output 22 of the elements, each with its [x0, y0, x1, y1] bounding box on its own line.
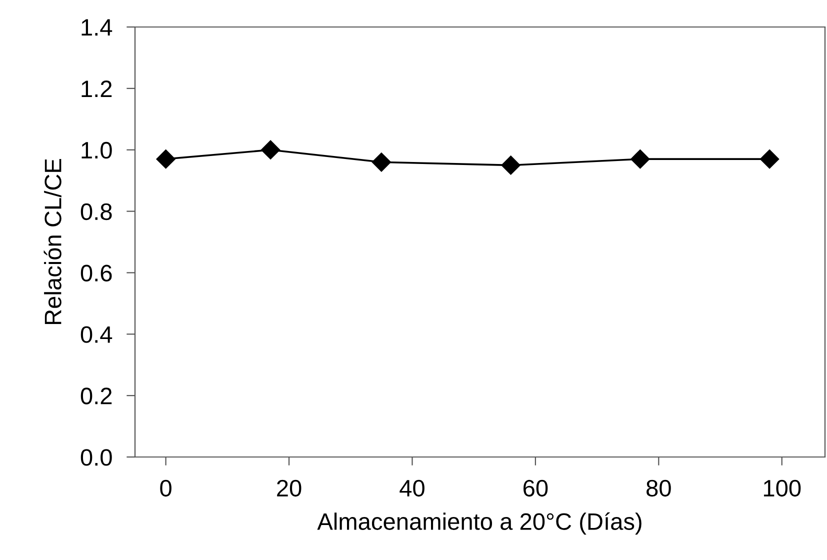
y-axis-title: Relación CL/CE	[44, 159, 62, 324]
point	[501, 156, 520, 175]
y-tick-label: 0.2	[80, 388, 112, 404]
y-tick-label: 1.4	[82, 19, 112, 36]
point	[760, 150, 780, 169]
point	[261, 140, 280, 160]
x-tick-label: 100	[764, 480, 801, 497]
y-tick-label: 0.6	[80, 264, 112, 282]
x-tick-label: 0	[160, 480, 172, 497]
x-axis-title: Almacenamiento a 20°C (Días)	[317, 512, 642, 535]
y-tick-label: 0.4	[80, 326, 112, 343]
x-tick-label: 60	[524, 480, 548, 497]
y-tick-label: 1.0	[82, 142, 112, 159]
y-tick-label: 1.2	[82, 80, 112, 97]
x-tick-label: 40	[400, 480, 424, 497]
y-tick-label: 0.8	[80, 203, 112, 220]
point	[372, 152, 391, 172]
y-tick-label: 0.0	[80, 449, 112, 466]
x-tick-label: 20	[277, 480, 302, 497]
point	[156, 150, 176, 169]
point	[630, 150, 650, 169]
x-tick-label: 80	[646, 480, 671, 497]
